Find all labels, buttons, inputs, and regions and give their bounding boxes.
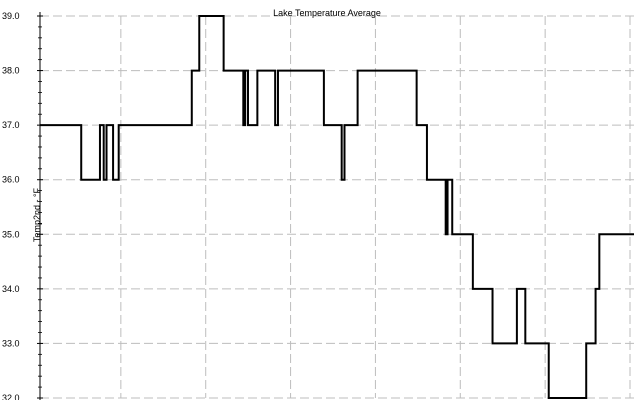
y-tick-label-3: 35.0 [2,229,20,239]
y-tick-label-1: 33.0 [2,338,20,348]
y-tick-label-4: 36.0 [2,175,20,185]
y-tick-label-6: 38.0 [2,66,20,76]
y-tick-label-7: 39.0 [2,11,20,21]
y-tick-labels: 32.0 33.0 34.0 35.0 36.0 37.0 38.0 39.0 [2,11,43,400]
grid [40,15,634,399]
series-line [40,15,634,399]
chart-title: Lake Temperature Average [273,8,381,18]
y-tick-label-5: 37.0 [2,120,20,130]
y-axis-label: Temp2nd - °F [32,187,42,242]
y-tick-label-0: 32.0 [2,393,20,400]
y-tick-label-2: 34.0 [2,284,20,294]
